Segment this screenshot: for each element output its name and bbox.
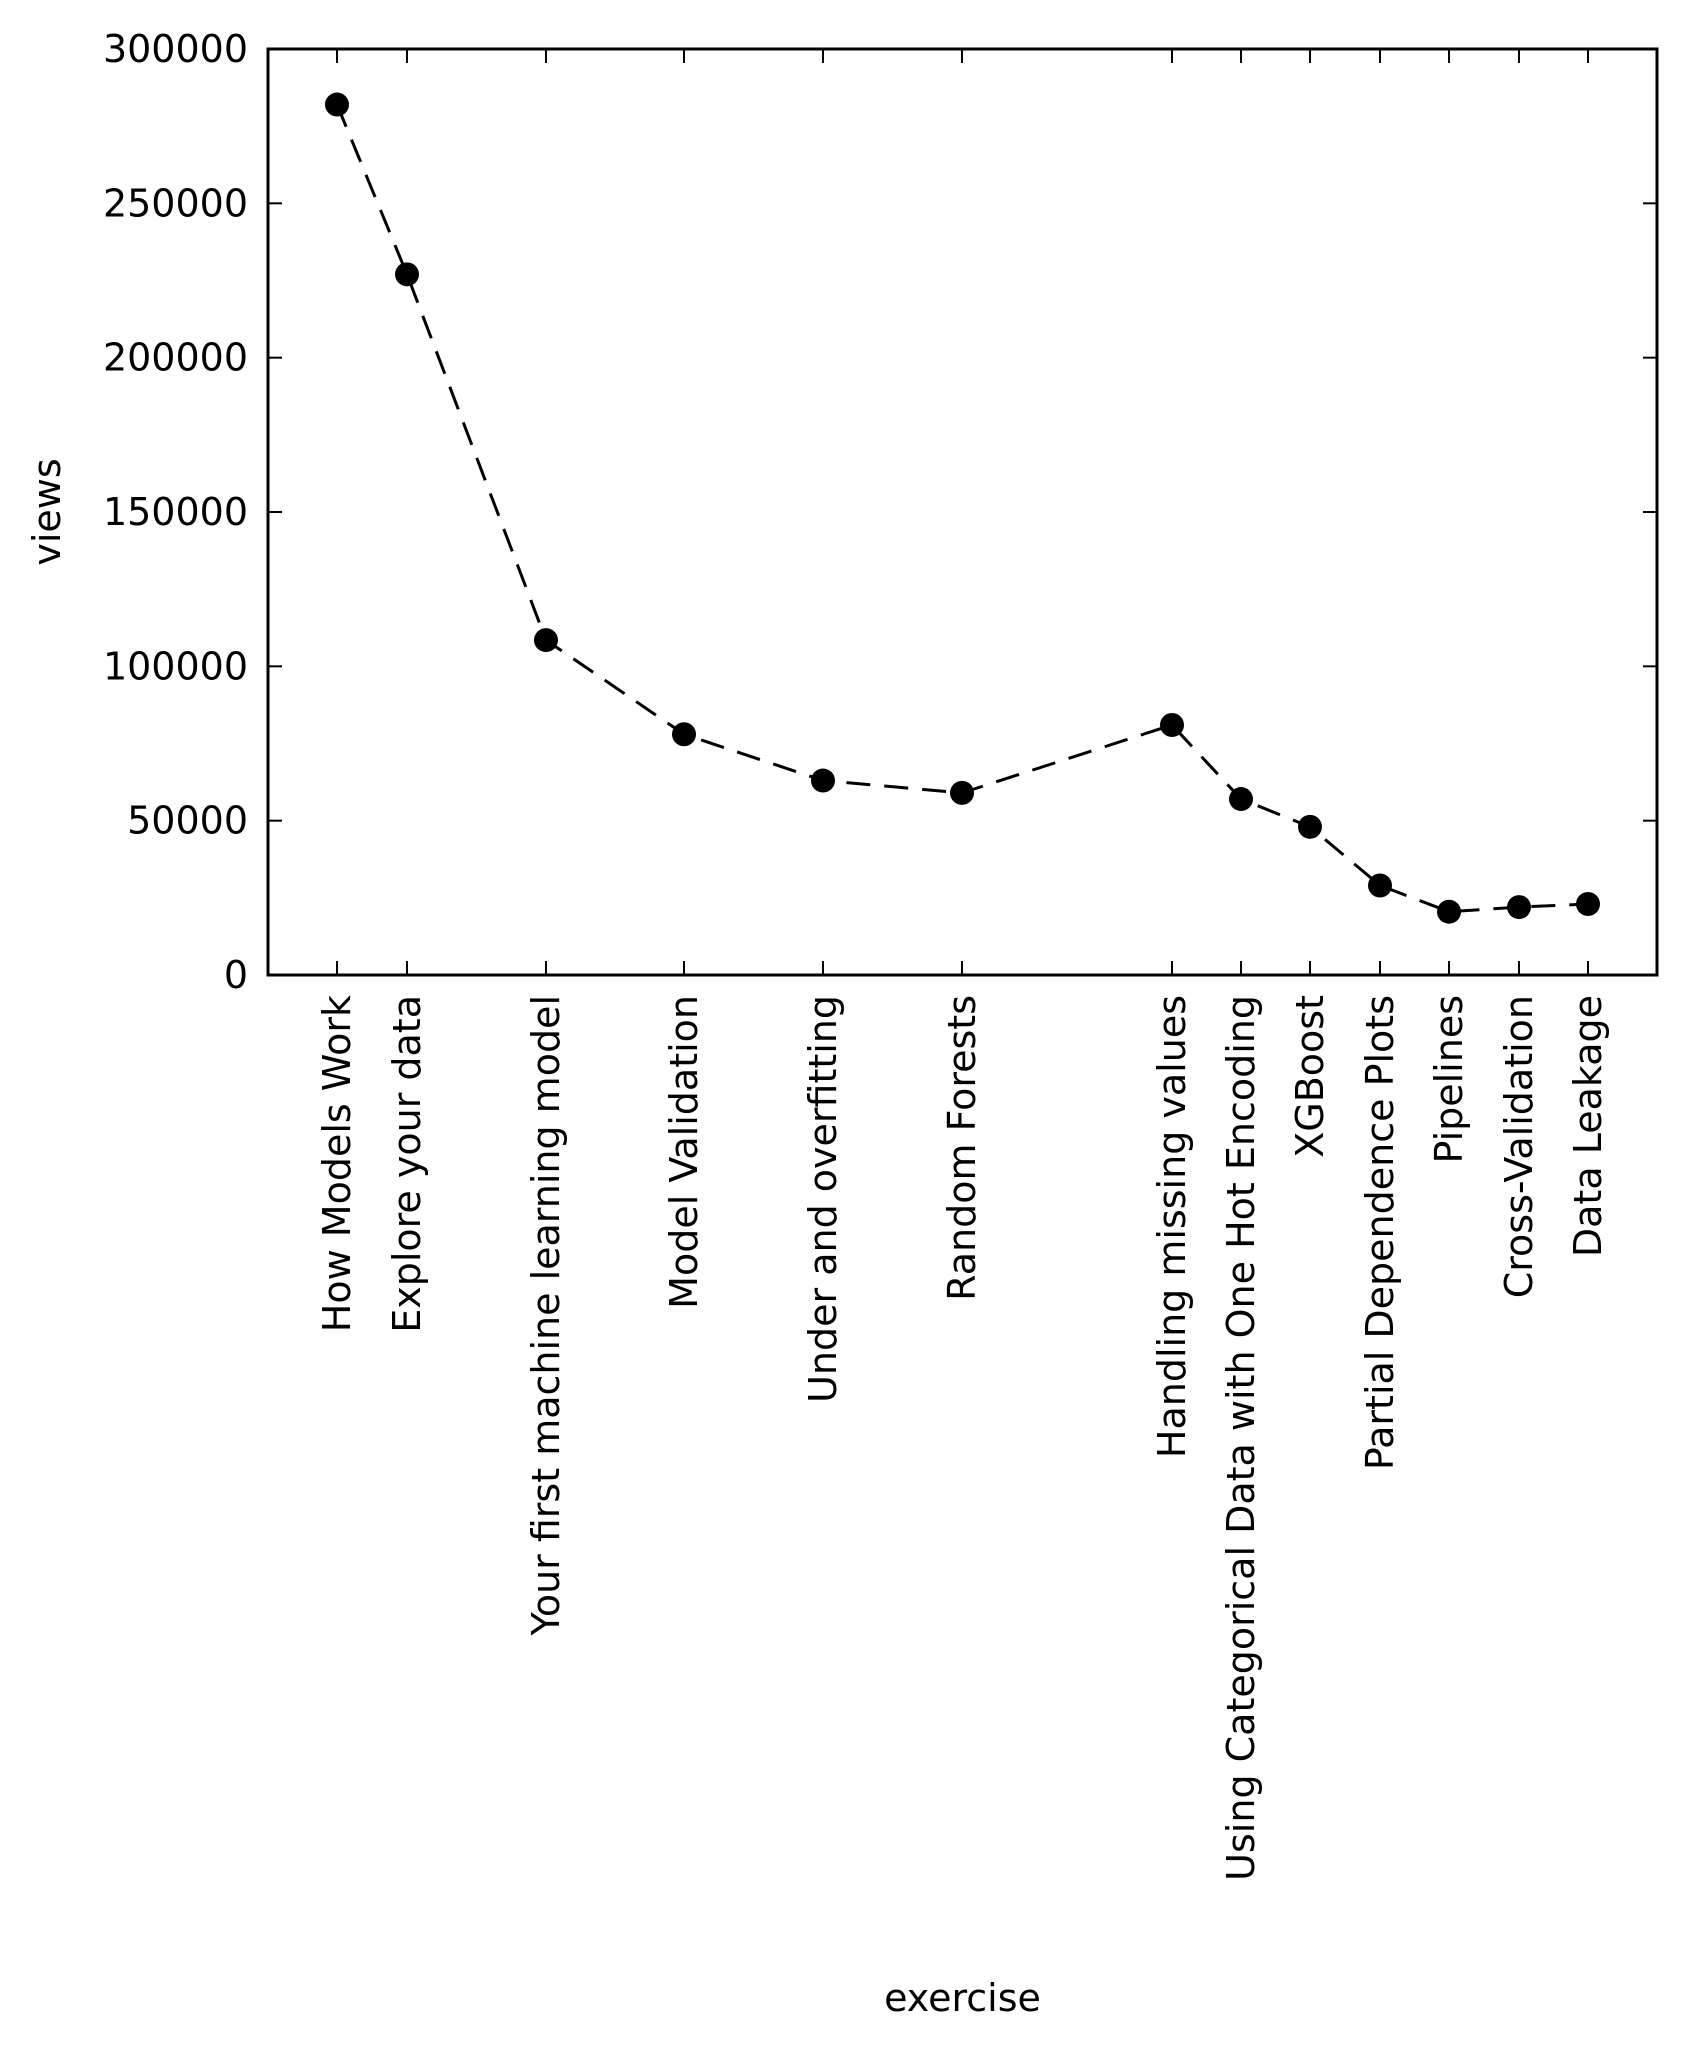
data-point <box>1160 712 1184 737</box>
data-point <box>1507 895 1531 920</box>
y-tick-label: 250000 <box>103 181 248 225</box>
data-point <box>1298 814 1322 839</box>
x-tick-label: Your first machine learning model <box>524 995 568 1636</box>
data-point <box>1368 873 1392 898</box>
data-point <box>534 628 558 653</box>
data-point <box>325 92 349 117</box>
data-point <box>1576 892 1600 917</box>
plot-frame <box>266 47 1659 977</box>
x-tick-label: Under and overfitting <box>801 995 845 1403</box>
data-point <box>672 722 696 747</box>
x-tick-label: Random Forests <box>940 995 984 1301</box>
y-axis-title: views <box>25 458 69 565</box>
data-point <box>1229 787 1253 812</box>
y-tick-label: 200000 <box>103 336 248 380</box>
y-tick-label: 300000 <box>103 27 248 71</box>
data-point <box>395 262 419 287</box>
x-tick-label: Handling missing values <box>1150 995 1194 1458</box>
y-tick-label: 150000 <box>103 490 248 534</box>
x-tick-label: Model Validation <box>662 995 706 1309</box>
x-tick-label: Pipelines <box>1427 995 1471 1164</box>
y-tick-label: 0 <box>224 953 248 997</box>
x-axis-title: exercise <box>884 1976 1041 2020</box>
tick-layer <box>268 48 1657 976</box>
y-tick-labels: 0 50000 100000 150000 200000 250000 300000 <box>103 27 248 997</box>
x-tick-label: XGBoost <box>1288 995 1332 1158</box>
marker-layer <box>325 92 1600 924</box>
x-tick-label: Using Categorical Data with One Hot Enco… <box>1219 995 1263 1881</box>
x-tick-label: Partial Dependence Plots <box>1358 995 1402 1470</box>
x-tick-label: How Models Work <box>315 995 359 1332</box>
data-point <box>811 768 835 793</box>
x-tick-label: Cross-Validation <box>1497 995 1541 1298</box>
data-point <box>950 780 974 805</box>
x-tick-label: Explore your data <box>385 995 429 1333</box>
y-tick-label: 50000 <box>127 799 248 843</box>
y-tick-label: 100000 <box>103 644 248 688</box>
x-tick-labels: How Models Work Explore your data Your fir… <box>315 995 1610 1881</box>
x-tick-label: Data Leakage <box>1566 995 1610 1257</box>
data-point <box>1437 899 1461 924</box>
